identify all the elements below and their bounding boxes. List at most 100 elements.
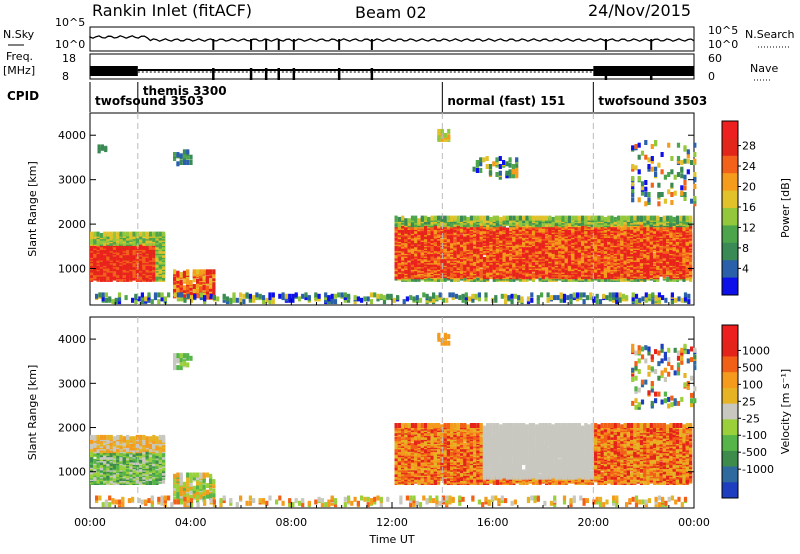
- nsky-label: N.Sky: [3, 28, 35, 41]
- power-cell: [162, 259, 166, 265]
- power-cell: [640, 150, 645, 156]
- power-cell: [106, 231, 110, 237]
- power-cell: [515, 162, 519, 168]
- power-cell: [433, 227, 437, 233]
- power-cell: [595, 299, 599, 305]
- power-cell: [663, 198, 667, 204]
- power-cell: [644, 201, 648, 207]
- power-cell: [112, 274, 117, 280]
- power-cell: [466, 234, 470, 240]
- power-cell: [460, 222, 464, 228]
- power-cell: [675, 224, 680, 230]
- power-cell: [167, 292, 171, 298]
- power-cell: [382, 295, 387, 301]
- power-cell: [129, 275, 133, 281]
- power-cell: [179, 282, 183, 288]
- power-cell: [584, 238, 588, 244]
- power-cell: [617, 215, 621, 221]
- power-cell: [656, 272, 660, 278]
- power-cell: [252, 295, 256, 301]
- power-cell: [670, 156, 674, 161]
- power-cell: [212, 289, 216, 295]
- power-cell: [122, 231, 126, 237]
- power-cell: [509, 255, 513, 261]
- power-cell: [505, 173, 509, 179]
- power-cell: [456, 243, 460, 249]
- power-cell: [147, 292, 151, 298]
- power-cell: [109, 252, 113, 258]
- power-cell: [498, 156, 502, 161]
- power-cell: [554, 244, 558, 250]
- power-cell: [432, 292, 436, 298]
- power-cell: [489, 234, 493, 240]
- power-cell: [173, 269, 177, 275]
- nave-tick-bottom: 0: [708, 70, 715, 83]
- power-cell: [189, 295, 194, 301]
- power-cell: [551, 235, 555, 241]
- power-cell: [126, 231, 130, 237]
- power-cell: [189, 160, 193, 165]
- power-cell: [103, 238, 107, 244]
- power-cell: [451, 295, 455, 301]
- power-cell: [163, 296, 167, 302]
- power-cell: [675, 250, 680, 256]
- power-cell: [672, 276, 676, 282]
- power-cell: [689, 276, 693, 282]
- power-cell: [659, 230, 663, 236]
- power-cell: [509, 218, 513, 224]
- power-cell: [571, 251, 575, 257]
- power-cell: [479, 260, 483, 266]
- power-cell: [420, 215, 424, 221]
- power-cell: [600, 238, 604, 244]
- power-cell: [103, 258, 107, 264]
- power-cell: [179, 160, 183, 165]
- power-cell: [162, 275, 166, 281]
- power-cell: [621, 293, 625, 299]
- power-cell: [239, 297, 243, 303]
- power-cell: [158, 246, 162, 252]
- power-cell: [479, 218, 483, 224]
- power-cell: [386, 293, 390, 299]
- power-cell: [518, 256, 522, 262]
- power-cell: [446, 240, 451, 246]
- power-cell: [682, 242, 686, 248]
- power-cell: [587, 232, 591, 238]
- power-cell: [548, 235, 552, 241]
- power-cell: [515, 169, 519, 175]
- power-cell: [407, 230, 411, 236]
- power-cell: [337, 292, 341, 298]
- power-cell: [631, 188, 635, 193]
- power-cell: [610, 255, 614, 261]
- power-cell: [518, 219, 522, 225]
- power-cell: [460, 264, 464, 270]
- power-cell: [637, 169, 641, 175]
- power-cell: [613, 248, 617, 254]
- power-cell: [499, 232, 503, 238]
- power-cell: [101, 296, 105, 302]
- power-cell: [577, 232, 581, 238]
- power-cell: [196, 278, 200, 284]
- power-cell: [538, 227, 542, 233]
- power-cell: [469, 224, 473, 230]
- power-cell: [414, 238, 418, 244]
- power-cell: [644, 192, 648, 197]
- power-cell: [189, 285, 193, 291]
- power-cell: [657, 297, 661, 303]
- power-cell: [437, 215, 441, 221]
- power-cell: [670, 169, 674, 175]
- power-cell: [288, 297, 292, 303]
- power-cell: [567, 263, 572, 269]
- power-cell: [129, 234, 133, 240]
- power-cell: [466, 222, 470, 228]
- power-cell: [554, 267, 558, 273]
- power-cell: [561, 248, 565, 254]
- power-cell: [679, 247, 683, 253]
- power-cell: [278, 293, 282, 299]
- power-cell: [402, 299, 406, 305]
- power-cell: [414, 251, 418, 257]
- power-cell: [603, 216, 608, 222]
- power-cell: [460, 262, 464, 268]
- power-cell: [492, 161, 496, 167]
- power-cell: [205, 292, 209, 297]
- power-cell: [152, 262, 156, 268]
